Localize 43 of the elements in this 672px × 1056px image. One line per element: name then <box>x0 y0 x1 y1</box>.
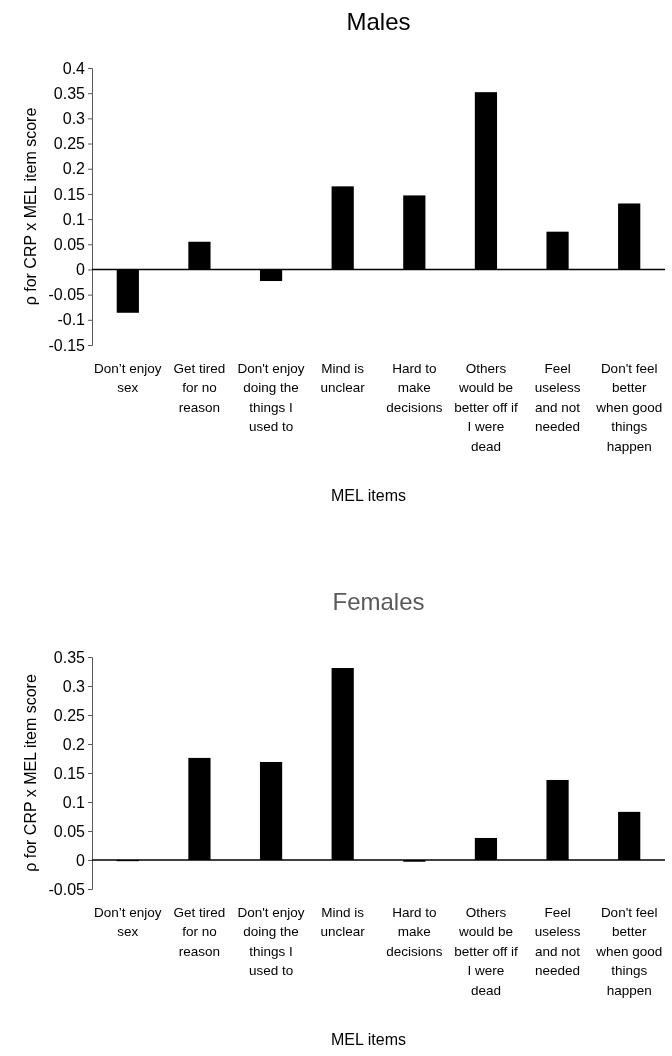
x-tick-label: Don't feel better when good things happen <box>595 904 663 998</box>
y-tick-label: 0.15 <box>53 764 86 782</box>
x-tick-label: Get tired for no reason <box>173 904 226 959</box>
x-tick-label: Don't feel better when good things happen <box>595 360 663 454</box>
y-tick-label: 0.15 <box>53 185 86 203</box>
y-tick-label: -0.05 <box>48 286 86 304</box>
chart-title: Females <box>332 588 425 615</box>
y-tick-label: 0.1 <box>62 793 86 811</box>
y-tick-label: 0.2 <box>62 735 86 753</box>
y-tick-label: 0.1 <box>62 210 86 228</box>
y-tick-label: 0.35 <box>53 648 86 666</box>
chart-title: Males <box>346 8 411 35</box>
y-axis-title: ρ for CRP x MEL item score <box>22 674 39 872</box>
y-tick-label: 0 <box>76 261 86 279</box>
x-tick-label: Don’t enjoy sex <box>94 360 162 396</box>
y-tick-label: 0.25 <box>53 706 86 724</box>
x-tick-label: Others would be better off if I were dead <box>454 904 518 998</box>
x-tick-label: Hard to make decisions <box>386 904 443 959</box>
x-tick-label: Get tired for no reason <box>173 360 226 415</box>
x-tick-label: Feel useless and not needed <box>534 904 581 979</box>
y-tick-label: 0.3 <box>62 677 86 695</box>
y-tick-label: 0.25 <box>53 135 86 153</box>
y-tick-label: -0.15 <box>48 336 86 354</box>
x-tick-label: Don’t enjoy sex <box>94 904 162 940</box>
x-tick-label: Mind is unclear <box>320 904 366 940</box>
x-tick-label: Feel useless and not needed <box>534 360 581 435</box>
y-tick-label: 0.35 <box>53 84 86 102</box>
y-axis-title: ρ for CRP x MEL item score <box>22 107 39 306</box>
y-tick-label: 0.4 <box>62 59 86 77</box>
x-tick-label: Mind is unclear <box>320 360 366 396</box>
y-tick-label: 0 <box>76 851 86 869</box>
y-tick-label: -0.1 <box>57 311 86 329</box>
x-axis-title: MEL items <box>331 487 406 504</box>
y-tick-label: -0.05 <box>48 880 86 898</box>
y-tick-label: 0.3 <box>62 109 86 127</box>
x-tick-label: Don't enjoy doing the things I used to <box>237 360 305 435</box>
y-tick-label: 0.05 <box>53 822 86 840</box>
x-axis-title: MEL items <box>331 1031 406 1048</box>
x-tick-label: Hard to make decisions <box>386 360 443 415</box>
y-tick-label: 0.05 <box>53 235 86 253</box>
x-tick-label: Don't enjoy doing the things I used to <box>237 904 305 979</box>
y-tick-label: 0.2 <box>62 160 86 178</box>
x-tick-label: Others would be better off if I were dead <box>454 360 518 454</box>
